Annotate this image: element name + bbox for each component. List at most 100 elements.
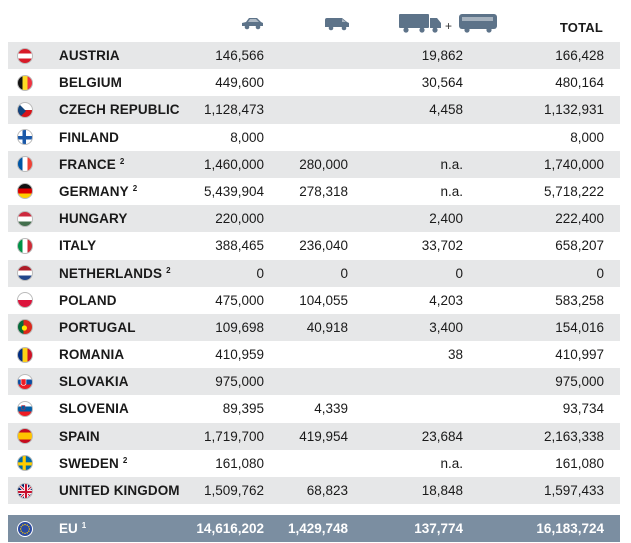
- cars-value: 1,128,473: [203, 102, 264, 118]
- country-name: CZECH REPUBLIC: [59, 102, 180, 118]
- vans-value: 419,954: [299, 428, 348, 444]
- total-value: 0: [596, 265, 604, 281]
- trucks-buses-value: 30,564: [421, 75, 463, 91]
- country-name: UNITED KINGDOM: [59, 483, 180, 498]
- total-value: 8,000: [570, 129, 604, 145]
- table-row: AUSTRIA 146,566 19,862 166,428: [8, 42, 620, 70]
- truck-icon: [399, 14, 441, 33]
- vans-value: 4,339: [314, 401, 348, 417]
- vans-value: 236,040: [299, 238, 348, 254]
- country-name: FRANCE 2: [59, 156, 125, 172]
- slovakia-flag-icon: [17, 373, 33, 390]
- country-name: SPAIN: [59, 428, 100, 444]
- cars-value: 8,000: [230, 129, 264, 145]
- vans-value: 0: [340, 265, 348, 281]
- table-row: POLAND 475,000 104,055 4,203 583,258: [8, 287, 620, 314]
- country-name: SWEDEN 2: [59, 455, 128, 471]
- table-row: FINLAND 8,000 8,000: [8, 124, 620, 151]
- cars-value: 14,616,202: [196, 521, 264, 536]
- country-name: SLOVAKIA: [59, 374, 129, 390]
- vans-value: 278,318: [299, 183, 348, 199]
- netherlands-flag-icon: [17, 265, 33, 281]
- trucks-buses-value: n.a.: [440, 183, 463, 199]
- eu-flag-icon: [17, 520, 33, 537]
- total-value: 161,080: [555, 455, 604, 471]
- total-value: 5,718,222: [543, 183, 604, 199]
- table-row: SLOVAKIA 975,000 975,000: [8, 368, 620, 396]
- country-name: GERMANY 2: [59, 183, 138, 199]
- total-value: 16,183,724: [536, 521, 604, 536]
- czech-flag-icon: [17, 101, 33, 118]
- table-row: GERMANY 2 5,439,904 278,318 n.a. 5,718,22…: [8, 178, 620, 205]
- vans-value: 104,055: [299, 292, 348, 308]
- trucks-buses-value: 38: [447, 347, 463, 363]
- poland-flag-icon: [17, 292, 33, 309]
- cars-value: 220,000: [215, 211, 264, 227]
- cars-value: 1,460,000: [203, 156, 264, 172]
- table-row: ITALY 388,465 236,040 33,702 658,207: [8, 232, 620, 259]
- cars-value: 146,566: [215, 48, 264, 63]
- table-row: FRANCE 2 1,460,000 280,000 n.a. 1,740,000: [8, 150, 620, 178]
- table-header: + TOTAL: [0, 0, 631, 42]
- trucks-buses-value: 4,458: [429, 102, 463, 118]
- vans-value: 280,000: [299, 156, 348, 172]
- table-row: SWEDEN 2 161,080 n.a. 161,080: [8, 450, 620, 477]
- trucks-buses-value: 18,848: [421, 483, 463, 498]
- total-value: 975,000: [555, 374, 604, 390]
- total-value: 1,740,000: [543, 156, 604, 172]
- table-row: SLOVENIA 89,395 4,339 93,734: [8, 395, 620, 422]
- total-value: 658,207: [555, 238, 604, 254]
- cars-value: 109,698: [215, 319, 264, 335]
- cars-value: 388,465: [215, 238, 264, 254]
- vans-value: 40,918: [306, 319, 348, 335]
- table-row: CZECH REPUBLIC 1,128,473 4,458 1,132,931: [8, 96, 620, 124]
- trucks-buses-value: 4,203: [429, 292, 463, 308]
- cars-value: 161,080: [215, 455, 264, 471]
- country-name: ITALY: [59, 238, 97, 254]
- cars-value: 89,395: [222, 401, 264, 417]
- belgium-flag-icon: [17, 74, 33, 91]
- country-name: SLOVENIA: [59, 401, 129, 417]
- trucks-buses-value: 33,702: [421, 238, 463, 254]
- total-value: 583,258: [555, 292, 604, 308]
- trucks-buses-value: 137,774: [414, 521, 463, 536]
- hungary-flag-icon: [17, 210, 33, 227]
- vans-value: 1,429,748: [287, 521, 348, 536]
- total-value: 480,164: [555, 75, 604, 91]
- trucks-buses-value: 23,684: [421, 428, 463, 444]
- austria-flag-icon: [17, 47, 33, 64]
- cars-value: 0: [256, 265, 264, 281]
- table-row: UNITED KINGDOM 1,509,762 68,823 18,848 1…: [8, 477, 620, 505]
- table-row: SPAIN 1,719,700 419,954 23,684 2,163,338: [8, 422, 620, 450]
- total-value: 166,428: [555, 48, 604, 63]
- country-name: PORTUGAL: [59, 319, 136, 335]
- total-value: 222,400: [555, 211, 604, 227]
- cars-value: 975,000: [215, 374, 264, 390]
- trucks-buses-value: n.a.: [440, 455, 463, 471]
- total-value: 2,163,338: [543, 428, 604, 444]
- romania-flag-icon: [17, 346, 33, 363]
- table-row: HUNGARY 220,000 2,400 222,400: [8, 205, 620, 233]
- trucks-buses-value: n.a.: [440, 156, 463, 172]
- cars-value: 5,439,904: [203, 183, 264, 199]
- cars-value: 475,000: [215, 292, 264, 308]
- total-value: 410,997: [555, 347, 604, 363]
- cars-value: 410,959: [215, 347, 264, 363]
- country-rows: AUSTRIA 146,566 19,862 166,428 BELGIUM 4…: [8, 42, 620, 505]
- vans-value: 68,823: [306, 483, 348, 498]
- total-value: 154,016: [555, 319, 604, 335]
- van-icon: [325, 18, 349, 31]
- plus-sign: +: [445, 19, 453, 33]
- table-row: PORTUGAL 109,698 40,918 3,400 154,016: [8, 313, 620, 342]
- germany-flag-icon: [17, 183, 33, 200]
- spain-flag-icon: [17, 428, 33, 445]
- country-name: EU 1: [59, 521, 87, 536]
- total-value: 1,597,433: [543, 483, 604, 498]
- cars-value: 1,509,762: [203, 483, 264, 498]
- portugal-flag-icon: [17, 319, 33, 336]
- bus-icon: [459, 14, 497, 33]
- united-kingdom-flag-icon: [17, 482, 33, 499]
- car-icon: [242, 18, 263, 30]
- trucks-buses-value: 19,862: [421, 48, 463, 63]
